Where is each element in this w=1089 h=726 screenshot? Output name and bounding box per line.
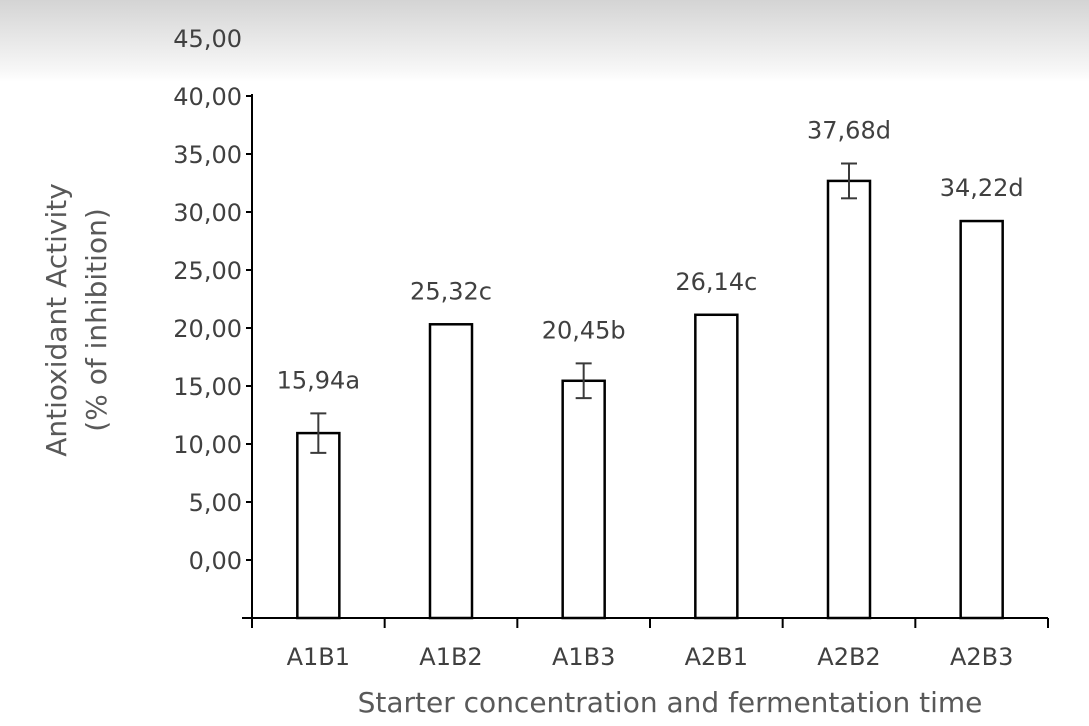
y-tick-label: 40,00 [173, 83, 242, 111]
x-tick-label: A2B1 [685, 643, 748, 671]
bar [561, 379, 606, 620]
x-tick-label: A1B3 [552, 643, 615, 671]
bar [296, 431, 341, 620]
y-tick-label: 35,00 [173, 141, 242, 169]
y-axis-title-line-1: Antioxidant Activity [40, 183, 73, 457]
bar [826, 179, 872, 620]
y-tick-label: 20,00 [173, 315, 242, 343]
y-axis-title-line-2: (% of inhibition) [80, 208, 113, 431]
y-tick-label: 45,00 [173, 25, 242, 53]
y-tick-label: 0,00 [189, 547, 242, 575]
y-axis-ticks: 0,00 5,00 10,00 15,00 20,00 25,00 30,00 35,00 40… [173, 25, 252, 575]
y-tick-label: 25,00 [173, 257, 242, 285]
y-axis-title: Antioxidant Activity (% of inhibition) [40, 183, 113, 457]
x-tick-label: A1B2 [419, 643, 482, 671]
data-label: 20,45b [542, 316, 626, 344]
y-tick-label: 15,00 [173, 373, 242, 401]
x-tick-label: A2B2 [817, 643, 880, 671]
y-tick-label: 30,00 [173, 199, 242, 227]
bar [959, 219, 1004, 620]
y-tick-label: 5,00 [189, 489, 242, 517]
data-label: 15,94a [277, 366, 360, 394]
y-tick-label: 10,00 [173, 431, 242, 459]
data-label: 26,14c [675, 268, 757, 296]
bars-group: 15,94a 25,32c 20,45b 26,14c 37,68d 34,22d [277, 117, 1024, 620]
x-tick-label: A1B1 [287, 643, 350, 671]
bar [694, 313, 739, 620]
data-label: 34,22d [940, 174, 1024, 202]
data-label: 25,32c [410, 277, 492, 305]
x-axis-ticks: A1B1 A1B2 A1B3 A2B1 A2B2 A2B3 [251, 618, 1049, 671]
x-tick-label: A2B3 [950, 643, 1013, 671]
data-label: 37,68d [807, 117, 891, 145]
x-axis-title: Starter concentration and fermentation t… [358, 686, 983, 719]
bar [428, 323, 474, 620]
